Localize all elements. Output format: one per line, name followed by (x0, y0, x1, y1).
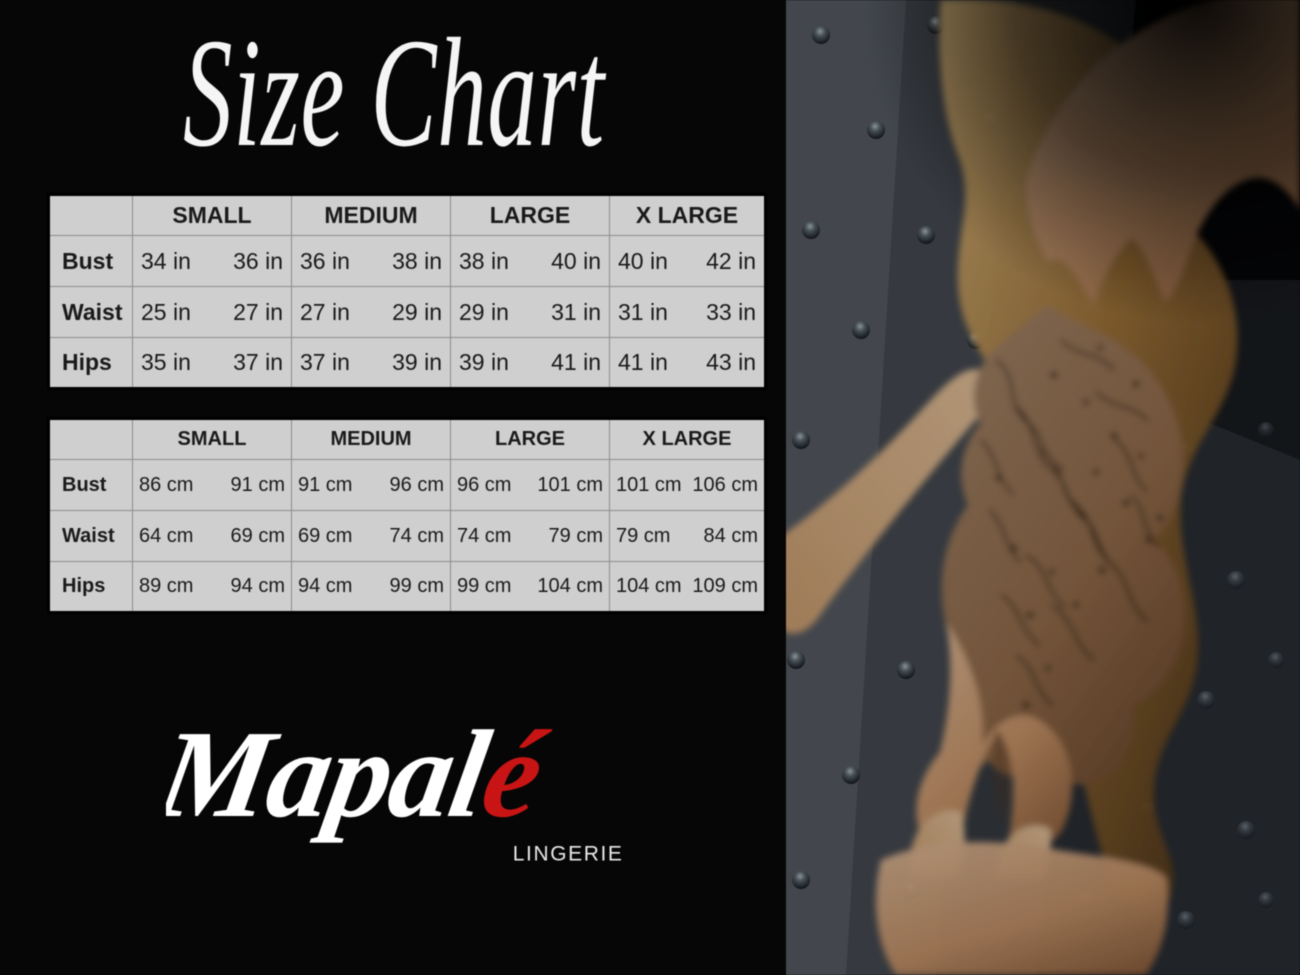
svg-text:LINGERIE: LINGERIE (513, 842, 624, 865)
svg-text:Mapal: Mapal (166, 706, 499, 844)
